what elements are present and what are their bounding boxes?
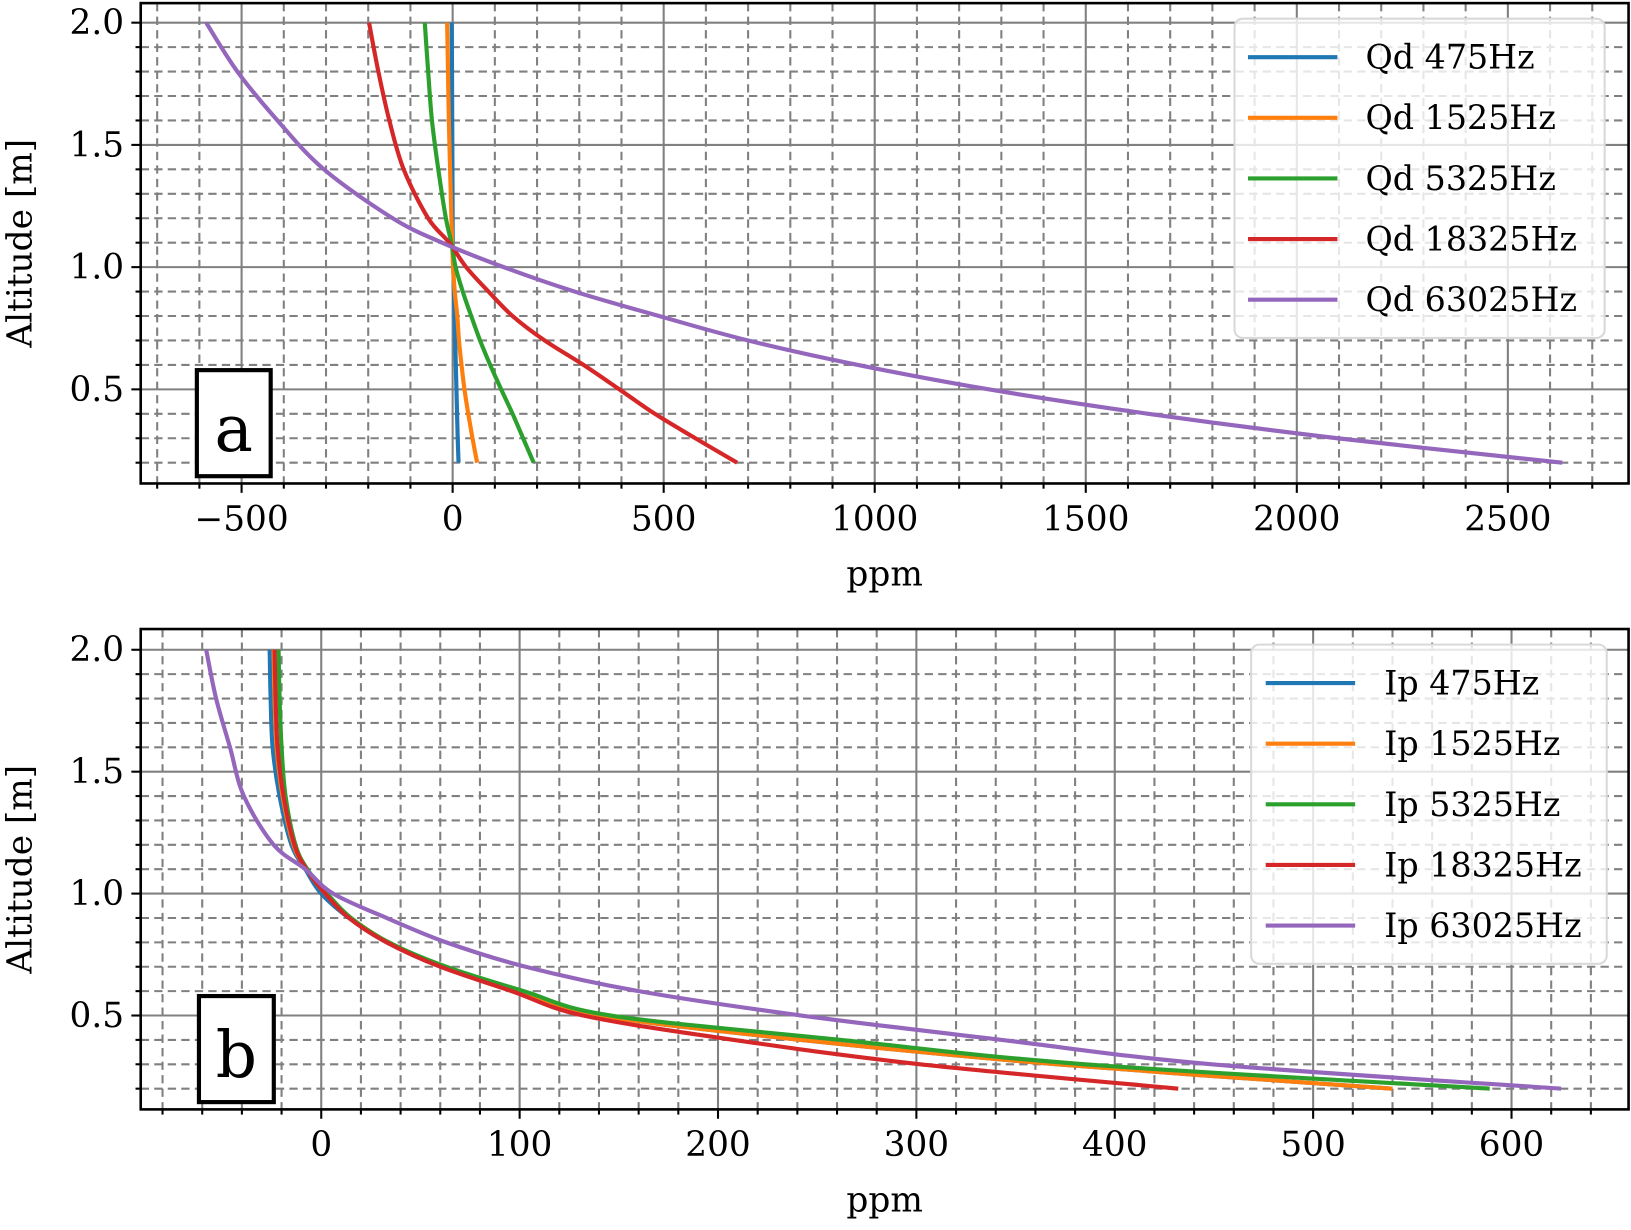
legend-box (1250, 643, 1608, 965)
legend-label: Ip 1525Hz (1384, 724, 1560, 763)
y-tick-label: 2.0 (70, 630, 125, 670)
x-tick-label: 300 (884, 1125, 949, 1165)
legend-label: Ip 18325Hz (1384, 845, 1581, 884)
x-tick-label: 1000 (831, 499, 918, 539)
x-tick-label: 600 (1479, 1125, 1544, 1165)
axes-frame (139, 1, 1630, 485)
x-tick-label: 2000 (1253, 499, 1340, 539)
x-tick-label: 1500 (1042, 499, 1129, 539)
series-line-ip-63025hz (204, 649, 1562, 1091)
legend-label: Qd 5325Hz (1366, 159, 1556, 198)
legend-label: Ip 5325Hz (1384, 785, 1560, 824)
x-tick-label: 100 (487, 1125, 552, 1165)
panel-label: b (216, 1018, 257, 1093)
x-tick-label: 0 (310, 1125, 332, 1165)
y-tick-label: 1.0 (70, 248, 125, 288)
series-line-ip-18325hz (272, 649, 1179, 1091)
x-axis-label: ppm (846, 1180, 922, 1220)
series-line-qd-1525hz (445, 22, 480, 464)
y-tick-label: 0.5 (70, 996, 125, 1036)
legend: Qd 475Hz Qd 1525Hz Qd 5325Hz Qd 18325Hz Qd 6… (1233, 17, 1606, 339)
y-axis-label: Altitude [m] (1, 139, 41, 349)
legend-label: Qd 475Hz (1366, 38, 1535, 77)
legend-label: Qd 18325Hz (1366, 219, 1578, 258)
x-tick-label: 2500 (1464, 499, 1551, 539)
x-axis-label: ppm (846, 554, 922, 594)
legend: Ip 475Hz Ip 1525Hz Ip 5325Hz Ip 18325Hz Ip 6… (1250, 643, 1608, 965)
y-tick-label: 0.5 (70, 370, 125, 410)
series-line-qd-63025hz (204, 21, 1563, 465)
x-tick-label: 500 (631, 499, 696, 539)
y-tick-label: 1.5 (70, 752, 125, 792)
panel-a: −500 0 500 1000 1500 2000 2500 0.5 1.0 1.5 2.0 ppm A… (1, 1, 1630, 594)
legend-label: Ip 63025Hz (1384, 906, 1581, 945)
y-tick-label: 1.5 (70, 125, 125, 165)
x-tick-label: 0 (442, 499, 464, 539)
panel-label: a (215, 392, 253, 467)
x-tick-label: 500 (1280, 1125, 1345, 1165)
panel-label-box (196, 993, 276, 1105)
panel-label-box (194, 368, 273, 479)
panel-b: 0 100 200 300 400 500 600 0.5 1.0 1.5 2.0 ppm Altitu… (1, 627, 1630, 1220)
legend-box (1233, 17, 1606, 339)
legend-label: Ip 475Hz (1384, 664, 1539, 703)
series-line-qd-5325hz (422, 22, 536, 464)
y-axis-label: Altitude [m] (1, 765, 41, 975)
legend-label: Qd 63025Hz (1366, 280, 1578, 319)
legend-label: Qd 1525Hz (1366, 98, 1556, 137)
x-tick-label: 400 (1082, 1125, 1147, 1165)
x-tick-label: −500 (194, 499, 288, 539)
series-line-qd-18325hz (367, 22, 739, 465)
axes-frame (139, 627, 1630, 1111)
y-tick-label: 1.0 (70, 874, 125, 914)
y-tick-label: 2.0 (70, 3, 125, 43)
x-tick-label: 200 (685, 1125, 750, 1165)
